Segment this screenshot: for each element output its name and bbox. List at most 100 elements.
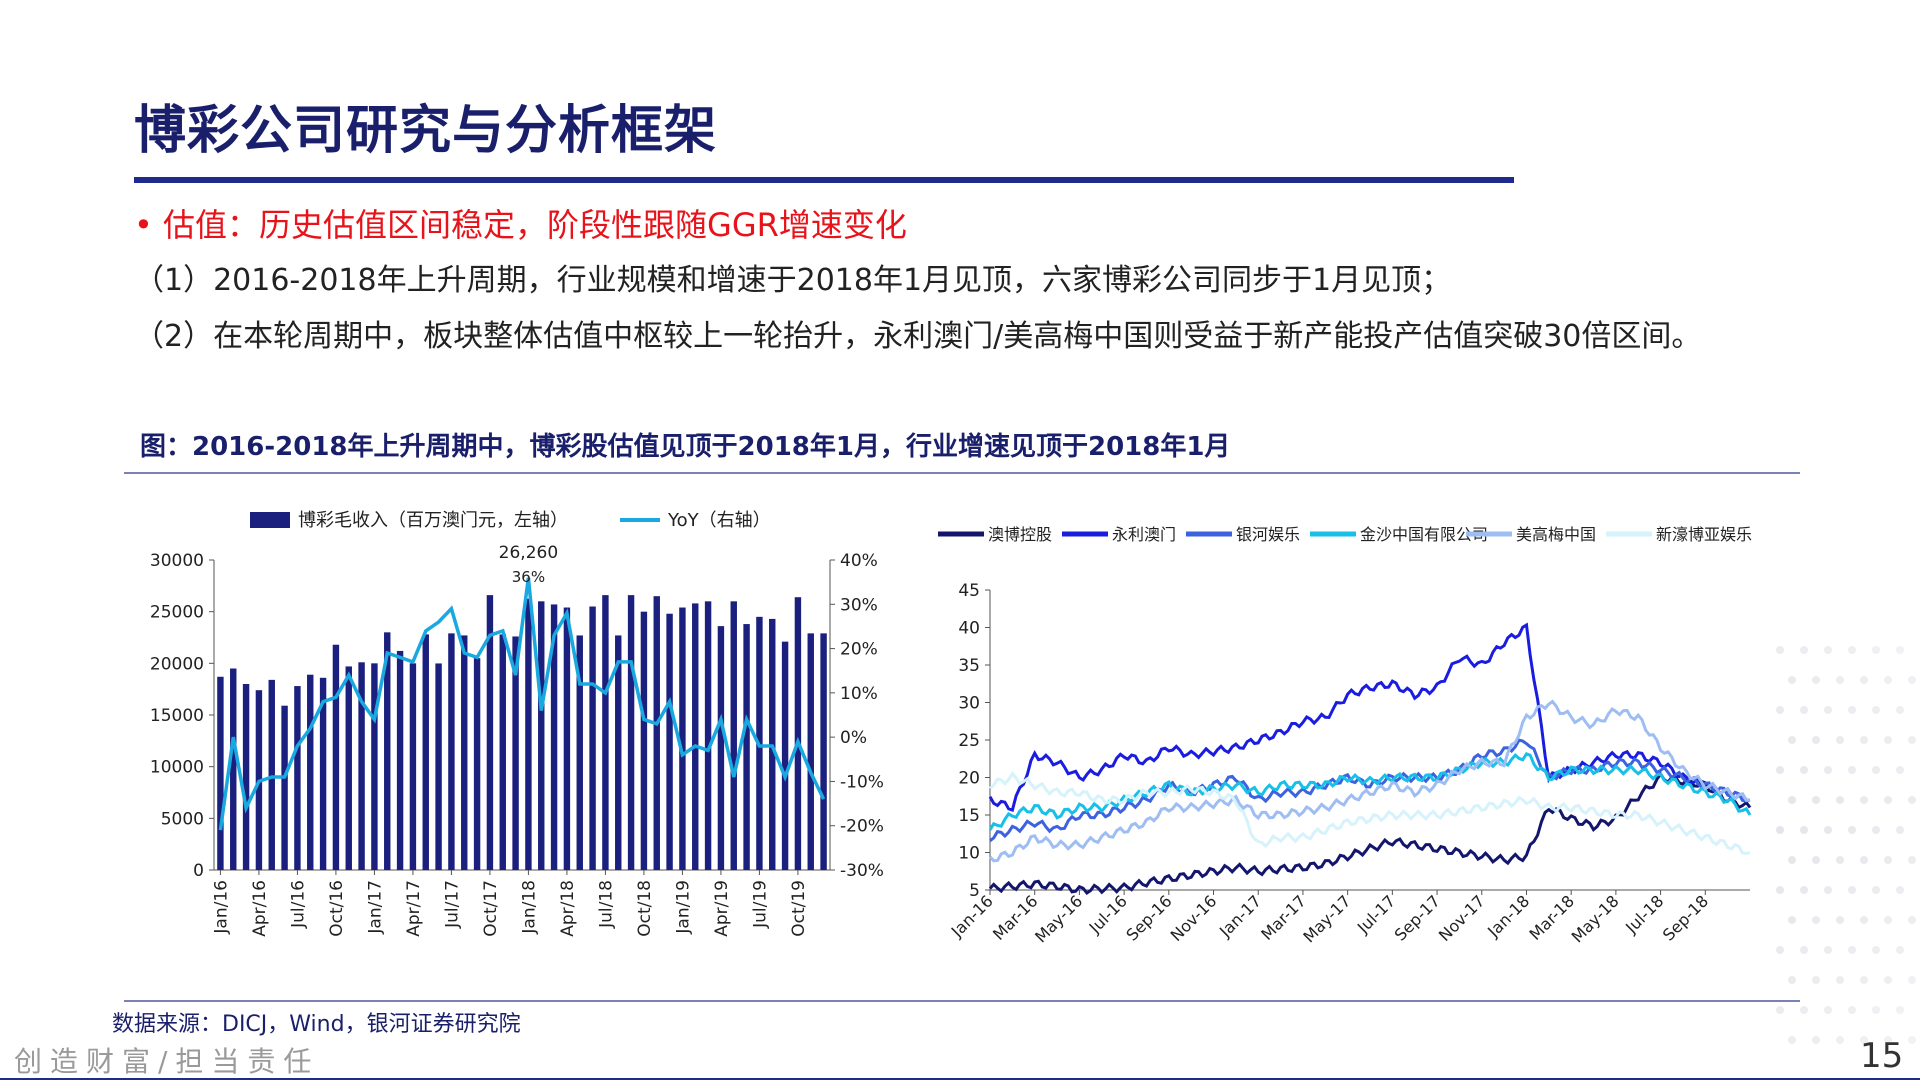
- pe-x-tick-label: Nov-16: [1167, 891, 1221, 945]
- deco-dot: [1824, 1006, 1832, 1014]
- x-tick-label: Jul/17: [442, 880, 462, 929]
- deco-dot: [1812, 1036, 1820, 1044]
- source-divider: [124, 1000, 1800, 1002]
- figure-caption: 图：2016-2018年上升周期中，博彩股估值见顶于2018年1月，行业增速见顶…: [140, 432, 1231, 462]
- ggr-bar: [307, 674, 314, 870]
- deco-dot: [1776, 646, 1784, 654]
- deco-dot: [1884, 916, 1892, 924]
- title-underline: [134, 177, 1514, 183]
- deco-dot: [1788, 976, 1796, 984]
- deco-dot: [1800, 886, 1808, 894]
- x-tick-label: Jan/18: [519, 880, 539, 935]
- x-tick-label: Oct/19: [789, 880, 809, 937]
- right-tick-label: 20%: [840, 640, 878, 660]
- ggr-bar: [692, 603, 699, 870]
- ggr-bar: [743, 624, 750, 870]
- legend-label: 美高梅中国: [1516, 525, 1596, 544]
- legend-label: 澳博控股: [988, 525, 1052, 544]
- deco-dot: [1860, 976, 1868, 984]
- ggr-bar: [730, 601, 737, 870]
- deco-dot: [1776, 946, 1784, 954]
- deco-dot: [1908, 1036, 1916, 1044]
- deco-dot: [1860, 796, 1868, 804]
- ggr-bar: [807, 633, 814, 870]
- deco-dot: [1896, 646, 1904, 654]
- right-tick-label: -30%: [840, 861, 884, 881]
- deco-dot: [1836, 856, 1844, 864]
- ggr-bar: [422, 634, 429, 870]
- legend-label: 金沙中国有限公司: [1360, 525, 1488, 544]
- deco-dot: [1860, 676, 1868, 684]
- left-tick-label: 10000: [150, 758, 204, 778]
- ggr-bar: [217, 676, 224, 870]
- pe-y-tick-label: 10: [958, 844, 980, 864]
- ggr-bar: [576, 635, 583, 870]
- deco-dot: [1836, 1036, 1844, 1044]
- x-tick-label: Jan/16: [211, 880, 231, 935]
- deco-dot: [1872, 646, 1880, 654]
- deco-dot: [1872, 1006, 1880, 1014]
- deco-dot: [1812, 976, 1820, 984]
- deco-dot: [1836, 796, 1844, 804]
- pe-x-tick-label: Jan-18: [1483, 891, 1533, 941]
- deco-dot: [1896, 886, 1904, 894]
- deco-dot: [1836, 676, 1844, 684]
- ggr-bar: [602, 595, 609, 870]
- ggr-bar: [396, 650, 404, 870]
- pe-line: [988, 622, 1751, 813]
- pe-y-tick-label: 20: [958, 769, 980, 789]
- ggr-bar: [499, 634, 506, 870]
- deco-dot: [1800, 766, 1808, 774]
- ggr-bar: [294, 686, 301, 870]
- ggr-bar: [345, 666, 352, 870]
- pe-valuation-chart: 澳博控股 永利澳门 银河娱乐 金沙中国有限公司 美高梅中国 新濠博亚娱乐 5 10 15 20 25…: [938, 525, 1752, 947]
- pe-x-tick-label: May-18: [1568, 891, 1623, 946]
- x-tick-label: Apr/17: [404, 880, 424, 937]
- pe-y-tick-label: 40: [958, 619, 980, 639]
- deco-dot: [1908, 976, 1916, 984]
- pe-y-tick-label: 15: [958, 806, 980, 826]
- yoy-line: [218, 577, 826, 831]
- valuation-bullet: • 估值：历史估值区间稳定，阶段性跟随GGR增速变化: [134, 206, 907, 244]
- ggr-bar: [268, 679, 275, 870]
- deco-dot: [1896, 706, 1904, 714]
- deco-dot: [1896, 766, 1904, 774]
- ggr-bar: [448, 633, 455, 870]
- legend-label: 银河娱乐: [1236, 525, 1300, 544]
- right-tick-label: -20%: [840, 817, 884, 837]
- deco-dot: [1872, 826, 1880, 834]
- deco-dot: [1872, 766, 1880, 774]
- deco-dot: [1800, 946, 1808, 954]
- deco-dot: [1896, 1006, 1904, 1014]
- right-tick-label: 40%: [840, 551, 878, 571]
- ggr-bar: [717, 626, 725, 870]
- paragraph-1: （1）2016-2018年上升周期，行业规模和增速于2018年1月见顶，六家博彩…: [134, 263, 1452, 298]
- right-tick-label: 10%: [840, 684, 878, 704]
- deco-dot: [1860, 916, 1868, 924]
- ggr-bar: [550, 604, 558, 870]
- deco-dot: [1788, 1036, 1796, 1044]
- deco-dot: [1836, 916, 1844, 924]
- deco-dot: [1848, 766, 1856, 774]
- deco-dot: [1884, 976, 1892, 984]
- pe-y-tick-label: 5: [969, 881, 980, 901]
- deco-dot: [1800, 706, 1808, 714]
- ggr-bar: [319, 677, 327, 870]
- ggr-bar: [666, 613, 673, 870]
- deco-dot: [1860, 1036, 1868, 1044]
- footer-slogan: 创造财富/担当责任: [14, 1045, 320, 1078]
- right-tick-label: 0%: [840, 728, 867, 748]
- deco-dot: [1848, 706, 1856, 714]
- deco-dot: [1788, 796, 1796, 804]
- x-tick-label: Jul/16: [288, 880, 308, 929]
- left-tick-label: 15000: [150, 706, 204, 726]
- left-tick-label: 20000: [150, 654, 204, 674]
- deco-dot: [1824, 886, 1832, 894]
- deco-dot: [1896, 946, 1904, 954]
- deco-dot: [1848, 886, 1856, 894]
- deco-dot: [1908, 796, 1916, 804]
- decorative-dots: [1776, 646, 1916, 1044]
- right-tick-label: 30%: [840, 595, 878, 615]
- pe-line: [988, 751, 1752, 831]
- deco-dot: [1812, 856, 1820, 864]
